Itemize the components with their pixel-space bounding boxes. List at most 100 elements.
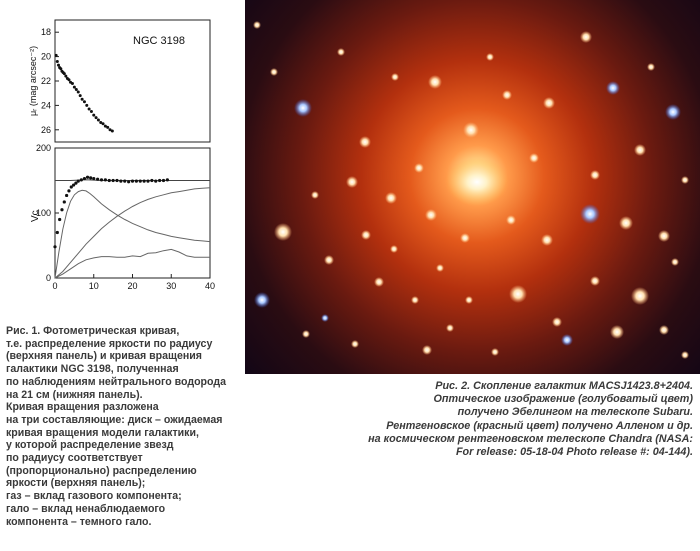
- brightness-point: [67, 78, 71, 82]
- brightness-point: [96, 118, 100, 122]
- brightness-point: [56, 63, 60, 67]
- observed-velocity-point: [142, 179, 146, 183]
- rotation-panel-frame: [54, 147, 211, 279]
- galaxy: [658, 230, 670, 242]
- galaxy: [543, 97, 555, 109]
- figure-1-caption: Рис. 1. Фотометрическая кривая, т.е. рас…: [6, 325, 238, 528]
- observed-velocity-point: [146, 179, 150, 183]
- brightness-point: [76, 90, 80, 94]
- observed-velocity-point: [134, 179, 138, 183]
- galaxy: [254, 292, 270, 308]
- rotation-y-tick-label: 200: [36, 143, 51, 153]
- photometric-y-tick-label: 24: [41, 100, 51, 110]
- galaxy: [422, 345, 432, 355]
- galaxy: [647, 63, 655, 71]
- brightness-point: [54, 53, 58, 57]
- brightness-point: [101, 122, 105, 126]
- photometric-y-tick-label: 18: [41, 27, 51, 37]
- figure-2-caption: Рис. 2. Скопление галактик MACSJ1423.8+2…: [263, 380, 693, 459]
- galaxy: [619, 216, 633, 230]
- observed-velocity-point: [96, 177, 100, 181]
- cluster-galaxies-layer: [253, 21, 689, 359]
- galaxy: [428, 75, 442, 89]
- galaxy: [385, 192, 397, 204]
- brightness-point: [82, 100, 86, 104]
- observed-velocity-point: [107, 178, 111, 183]
- photometric-y-axis-label: μᵣ (mag arcsec⁻²): [28, 46, 38, 116]
- brightness-point: [74, 88, 78, 92]
- brightness-point: [62, 72, 66, 76]
- galaxy: [391, 73, 399, 81]
- photometric-y-tick-label: 20: [41, 52, 51, 62]
- observed-velocity-point: [67, 189, 71, 193]
- galaxy: [681, 351, 689, 359]
- photometric-y-tick-label: 26: [41, 125, 51, 135]
- galaxy: [436, 264, 444, 272]
- observed-velocity-point: [53, 245, 57, 249]
- galaxy: [491, 348, 499, 356]
- galaxy: [631, 287, 649, 305]
- galaxy: [414, 163, 424, 173]
- brightness-point: [108, 128, 112, 132]
- galaxy: [274, 223, 292, 241]
- observed-velocity-point: [65, 193, 69, 198]
- brightness-point: [110, 129, 114, 133]
- observed-velocity-point: [69, 185, 73, 189]
- galaxy: [411, 296, 419, 304]
- brightness-point: [87, 107, 91, 111]
- galaxy: [552, 317, 562, 327]
- galaxy: [463, 122, 479, 138]
- galaxy: [253, 21, 261, 29]
- galaxy-cluster-photo: [245, 0, 700, 374]
- galaxy: [529, 153, 539, 163]
- galaxy: [659, 325, 669, 335]
- rotation-x-tick-label: 30: [166, 281, 176, 291]
- brightness-point: [59, 67, 63, 71]
- galaxy: [361, 230, 371, 240]
- galaxy: [460, 233, 470, 243]
- galaxy: [580, 204, 600, 224]
- galaxy: [390, 245, 398, 253]
- observed-velocity-point: [138, 179, 142, 183]
- figure-2-caption-text: Рис. 2. Скопление галактик MACSJ1423.8+2…: [368, 380, 693, 459]
- observed-velocity-point: [111, 178, 115, 183]
- observed-velocity-point: [103, 178, 107, 182]
- brightness-point: [99, 120, 103, 124]
- observed-velocity-point: [85, 175, 90, 179]
- observed-velocity-point: [76, 179, 80, 183]
- brightness-point: [70, 81, 74, 85]
- galaxy: [541, 234, 553, 246]
- observed-velocity-point: [158, 178, 162, 183]
- rotation-y-tick-label: 100: [36, 208, 51, 218]
- observed-velocity-point: [123, 179, 127, 183]
- observed-velocity-point: [165, 178, 169, 182]
- galaxy: [446, 324, 454, 332]
- galaxy: [359, 136, 371, 148]
- observed-velocity-point: [89, 176, 93, 180]
- observed-velocity-point: [150, 178, 154, 183]
- galaxy: [506, 215, 516, 225]
- observed-velocity-point: [79, 178, 83, 182]
- observed-velocity-point: [82, 176, 87, 181]
- galaxy: [294, 99, 312, 117]
- rotation-x-tick-label: 20: [127, 281, 137, 291]
- ngc3198-plots: NGC 3198 μᵣ (mag arcsec⁻²) Vc 18 20 22 24 26…: [28, 19, 215, 291]
- brightness-point: [80, 97, 84, 101]
- galaxy: [337, 48, 345, 56]
- rotation-x-tick-label: 0: [52, 281, 57, 291]
- figure-1: NGC 3198 μᵣ (mag arcsec⁻²) Vc 18 20 22 24 26…: [0, 0, 240, 551]
- galaxy: [311, 191, 319, 199]
- rotation-x-tick-label: 10: [89, 281, 99, 291]
- brightness-point: [64, 74, 68, 78]
- observed-velocity-point: [74, 181, 78, 185]
- gas-curve: [54, 248, 210, 279]
- galaxy: [681, 176, 689, 184]
- galaxy: [671, 258, 679, 266]
- galaxy: [465, 296, 473, 304]
- rotation-y-axis-label: Vc: [30, 210, 41, 222]
- galaxy: [590, 276, 600, 286]
- brightness-point: [55, 59, 59, 63]
- observed-velocity-point: [92, 176, 96, 181]
- brightness-point: [92, 113, 96, 117]
- galaxy: [351, 340, 359, 348]
